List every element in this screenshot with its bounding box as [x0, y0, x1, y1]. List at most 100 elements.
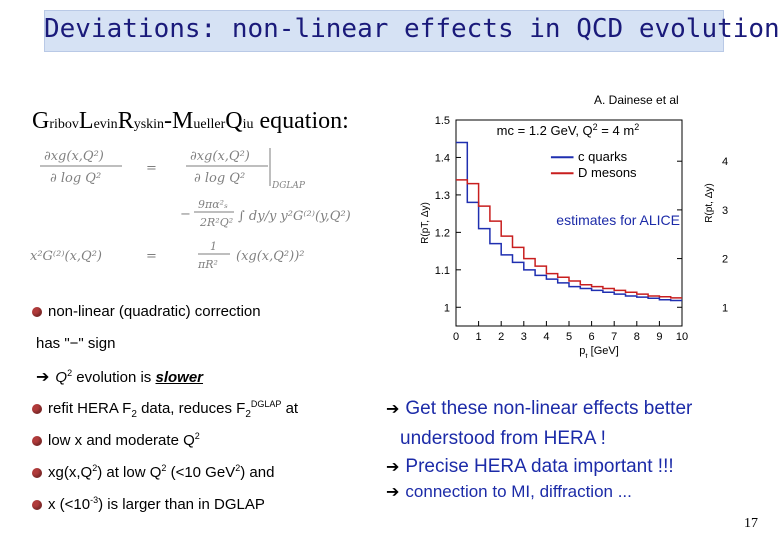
xsmall-text-a: x (<10 — [48, 496, 91, 513]
y-tick-label-left: 1.1 — [435, 265, 450, 277]
point-connection: ➔ connection to MI, diffraction ... — [386, 482, 632, 502]
x-tick-label: 4 — [543, 331, 549, 343]
svg-text:=: = — [146, 249, 157, 264]
bullet-dot — [32, 436, 42, 447]
q2-symbol: Q — [55, 369, 68, 386]
y-tick-label-left: 1 — [444, 302, 450, 314]
y-axis-label-left: R(pT, Δy) — [420, 202, 431, 244]
y-tick-label-right: 3 — [722, 205, 728, 217]
x-tick-label: 6 — [589, 331, 595, 343]
heading-rest-r: yskin — [133, 117, 165, 132]
y-tick-label-left: 1.5 — [435, 115, 450, 127]
xsmall-text-b: ) is larger than in DGLAP — [98, 496, 265, 513]
series-line — [456, 179, 682, 299]
slide-title: Deviations: non-linear effects in QCD ev… — [44, 14, 780, 44]
heading-letter-r: R — [117, 108, 134, 134]
legend-label: c quarks — [578, 149, 628, 164]
heading-letter-q: Q — [225, 108, 243, 134]
bullet-lowx: low x and moderate Q2 — [32, 431, 200, 449]
refit-sub2: 2 — [245, 409, 251, 420]
xg-text-d: ) and — [240, 464, 275, 481]
q2-emphasis: slower — [155, 369, 204, 386]
refit-sup: DGLAP — [250, 399, 282, 409]
svg-text:πR²: πR² — [197, 258, 218, 271]
heading-rest-m: ueller — [193, 117, 226, 132]
x-tick-label: 10 — [676, 331, 688, 343]
y-tick-label-left: 1.2 — [435, 227, 450, 239]
bullet-refit: refit HERA F2 data, reduces F2DGLAP at — [32, 399, 298, 420]
xg-sup1: 2 — [92, 463, 98, 473]
xg-sup2: 2 — [161, 463, 167, 473]
svg-text:=: = — [146, 161, 157, 176]
x-tick-label: 7 — [611, 331, 617, 343]
svg-text:(xg(x,Q²))²: (xg(x,Q²))² — [236, 249, 305, 264]
point-precise-hera-text: Precise HERA data important !!! — [405, 456, 674, 477]
y-tick-label-left: 1.3 — [435, 190, 450, 202]
point-precise-hera: ➔ Precise HERA data important !!! — [386, 456, 674, 478]
x-tick-label: 9 — [656, 331, 662, 343]
bullet-nonlinear-text: non-linear (quadratic) correction — [48, 303, 261, 320]
heading-rest-l: evin — [93, 117, 118, 132]
point-connection-text: connection to MI, diffraction ... — [405, 482, 632, 501]
xg-text-b: ) at low Q — [97, 464, 162, 481]
arrow-icon: ➔ — [386, 484, 400, 501]
q2-sup: 2 — [67, 368, 73, 378]
x-tick-label: 3 — [521, 331, 527, 343]
title-bar — [44, 10, 724, 52]
y-axis-label-right: R(pt, Δy) — [704, 183, 715, 222]
svg-text:9πα²ₛ: 9πα²ₛ — [198, 198, 228, 211]
alice-estimate-label: estimates for ALICE — [556, 212, 680, 228]
xg-text-a: xg(x,Q — [48, 464, 93, 481]
svg-text:∂ log Q²: ∂ log Q² — [50, 171, 101, 186]
y-tick-label-right: 4 — [722, 156, 728, 168]
x-axis-label: pt [GeV] — [579, 345, 619, 358]
svg-text:−: − — [180, 207, 191, 222]
x-tick-label: 8 — [634, 331, 640, 343]
ratio-chart: 0 1 2 3 4 5 6 7 8 9 10 1 1.1 1.2 1.3 1.4 1.5 1 2 3 4 pt [GeV]… — [420, 115, 728, 358]
xsmall-sup: -3 — [90, 495, 99, 505]
heading-suffix: equation: — [253, 108, 349, 134]
svg-text:2R²Q²: 2R²Q² — [199, 216, 233, 229]
refit-sub1: 2 — [131, 409, 137, 420]
glrmq-equation-image: ∂xg(x,Q²) ∂ log Q² = ∂xg(x,Q²) ∂ log Q² … — [30, 148, 351, 271]
svg-text:∫ dy/y y²G⁽²⁾(y,Q²): ∫ dy/y y²G⁽²⁾(y,Q²) — [238, 209, 351, 224]
x-tick-label: 5 — [566, 331, 572, 343]
lowx-text: low x and moderate Q — [48, 432, 195, 449]
page-number: 17 — [744, 516, 758, 531]
q2-text: evolution is — [72, 369, 156, 386]
point-get-effects-line1: Get these non-linear effects better — [405, 398, 693, 419]
point-get-effects-line2: understood from HERA ! — [400, 428, 606, 449]
series-line — [456, 141, 682, 302]
arrow-icon: ➔ — [386, 459, 400, 476]
point-get-effects: ➔ Get these non-linear effects better — [386, 398, 692, 420]
refit-text-c: at — [281, 400, 299, 417]
equation-heading: GribovLevinRyskin-MuellerQiu equation: — [32, 108, 349, 135]
lowx-sup: 2 — [194, 431, 200, 441]
svg-text:1: 1 — [210, 240, 217, 253]
heading-letter-g: G — [32, 108, 50, 134]
svg-text:DGLAP: DGLAP — [271, 181, 306, 191]
legend-label: D mesons — [578, 165, 637, 180]
y-tick-label-left: 1.4 — [435, 152, 450, 164]
arrow-icon: ➔ — [36, 369, 50, 386]
heading-rest-q: iu — [242, 117, 254, 132]
x-tick-label: 1 — [476, 331, 482, 343]
heading-letter-m: -M — [164, 108, 194, 134]
y-tick-label-right: 1 — [722, 302, 728, 314]
xg-sup3: 2 — [235, 463, 241, 473]
svg-text:∂xg(x,Q²): ∂xg(x,Q²) — [190, 149, 250, 164]
chart-credit: A. Dainese et al — [594, 93, 679, 107]
bullet-q2-evolution: ➔ Q2 evolution is slower — [36, 367, 203, 387]
chart-annotation: mc = 1.2 GeV, Q2 = 4 m2 — [497, 122, 640, 138]
bullet-xsmall: x (<10-3) is larger than in DGLAP — [32, 495, 265, 513]
bullet-dot — [32, 500, 42, 511]
svg-text:x²G⁽²⁾(x,Q²): x²G⁽²⁾(x,Q²) — [30, 249, 102, 264]
x-tick-label: 2 — [498, 331, 504, 343]
refit-text-a: refit HERA F — [48, 400, 132, 417]
svg-text:∂ log Q²: ∂ log Q² — [194, 171, 245, 186]
bullet-xg: xg(x,Q2) at low Q2 (<10 GeV2) and — [32, 463, 274, 481]
y-tick-label-right: 2 — [722, 254, 728, 266]
xg-text-c: (<10 GeV — [166, 464, 236, 481]
x-tick-label: 0 — [453, 331, 459, 343]
arrow-icon: ➔ — [386, 401, 400, 418]
